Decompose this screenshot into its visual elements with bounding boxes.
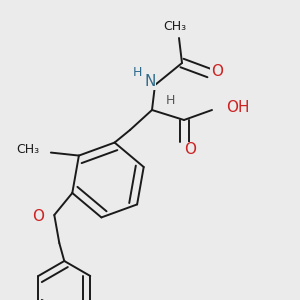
Text: OH: OH xyxy=(226,100,250,116)
Text: O: O xyxy=(184,142,196,158)
Text: CH₃: CH₃ xyxy=(16,143,39,156)
Text: N: N xyxy=(144,74,156,89)
Text: CH₃: CH₃ xyxy=(164,20,187,32)
Text: O: O xyxy=(32,209,44,224)
Text: H: H xyxy=(165,94,175,106)
Text: H: H xyxy=(132,67,142,80)
Text: O: O xyxy=(211,64,223,79)
